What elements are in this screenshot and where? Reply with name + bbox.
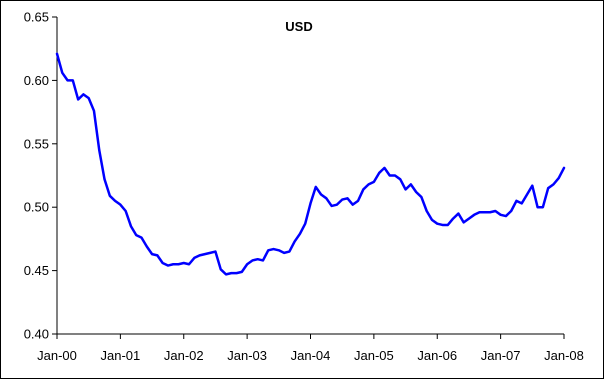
y-tick-label: 0.60: [24, 73, 49, 88]
x-tick-label: Jan-00: [37, 348, 77, 363]
x-tick-label: Jan-06: [417, 348, 457, 363]
x-tick-label: Jan-08: [544, 348, 584, 363]
y-tick-label: 0.55: [24, 136, 49, 151]
series-layer: [55, 52, 566, 276]
x-tick-label: Jan-02: [164, 348, 204, 363]
y-tick-label: 0.45: [24, 263, 49, 278]
x-tick-label: Jan-03: [227, 348, 267, 363]
y-tick-label: 0.65: [24, 10, 49, 25]
y-tick-label: 0.50: [24, 200, 49, 215]
x-axis-ticks: Jan-00 Jan-01 Jan-02 Jan-03 Jan-04 Jan-05 Jan-…: [37, 334, 584, 363]
x-tick-label: Jan-05: [354, 348, 394, 363]
series-line: [55, 52, 566, 276]
x-tick-label: Jan-01: [101, 348, 141, 363]
x-tick-label: Jan-04: [291, 348, 331, 363]
x-tick-label: Jan-07: [481, 348, 521, 363]
y-tick-label: 0.40: [24, 327, 49, 342]
chart-title: USD: [285, 19, 312, 34]
y-axis-ticks: 0.40 0.45 0.50 0.55 0.60 0.65: [24, 10, 57, 342]
